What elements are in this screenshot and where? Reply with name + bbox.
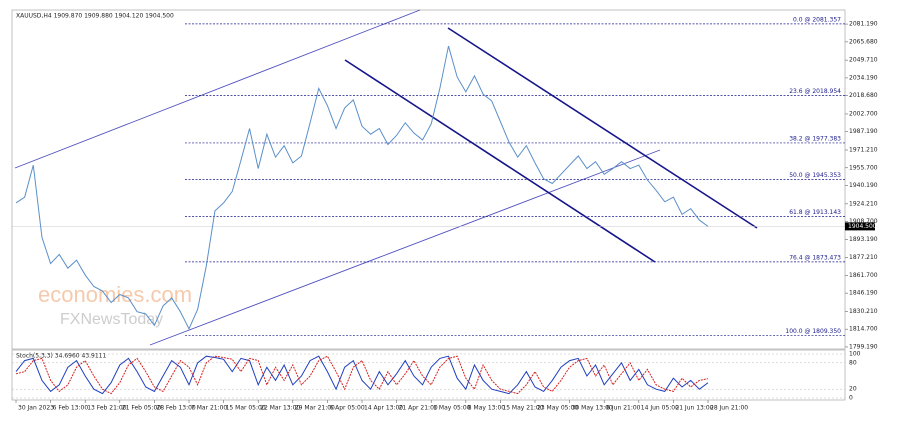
x-tick-label: 28 Feb 13:00 [156, 405, 196, 412]
y-tick-label: 1955.700 [849, 164, 878, 171]
x-tick-label: 30 May 13:00 [572, 405, 613, 412]
x-tick-label: 21 Feb 05:00 [122, 405, 162, 412]
trend-line [14, 9, 421, 169]
indicator-title: Stoch(5,3,3) 34.6960 43.9111 [16, 353, 107, 360]
y-tick-label: 1893.190 [849, 236, 878, 243]
y-tick-label: 1861.700 [849, 272, 878, 279]
trend-line [149, 149, 661, 346]
y-tick-label: 1877.210 [849, 254, 878, 261]
indicator-tick-label: 80 [849, 359, 857, 366]
indicator-panel [11, 349, 846, 401]
x-tick-label: 14 Apr 13:00 [364, 405, 403, 412]
fib-label: 23.6 @ 2018.954 [789, 88, 841, 95]
price-line-series [15, 355, 709, 395]
x-tick-label: 15 May 21:00 [502, 405, 543, 412]
x-tick-label: 29 Mar 21:00 [295, 405, 335, 412]
y-tick-label: 1830.210 [849, 308, 878, 315]
x-tick-label: 1 May 05:00 [433, 405, 471, 412]
y-tick-label: 2018.680 [849, 92, 878, 99]
fib-label: 38.2 @ 1977.383 [789, 135, 841, 142]
trend-line [344, 59, 656, 263]
y-tick-label: 2034.190 [849, 74, 878, 81]
indicator-tick-label: 20 [849, 386, 857, 393]
y-tick-label: 2002.700 [849, 110, 878, 117]
x-tick-label: 21 Jun 13:00 [675, 405, 713, 412]
x-tick-label: 15 Mar 05:00 [226, 405, 266, 412]
y-tick-label: 1971.210 [849, 147, 878, 154]
x-tick-label: 6 Feb 13:00 [53, 405, 89, 412]
chart-title: XAUUSD,H4 1909.870 1909.880 1904.120 190… [16, 13, 174, 20]
y-tick-label: 2081.190 [849, 21, 878, 28]
x-tick-label: 14 Jun 05:00 [641, 405, 679, 412]
price-line-series [15, 45, 709, 331]
fib-label: 61.8 @ 1913.143 [789, 209, 841, 216]
y-tick-label: 1987.190 [849, 128, 878, 135]
y-tick-label: 2065.680 [849, 38, 878, 45]
fib-label: 76.4 @ 1873.473 [789, 254, 841, 261]
y-tick-label: 1940.190 [849, 182, 878, 189]
watermark: economies.com [38, 282, 192, 307]
x-tick-label: 23 May 05:00 [537, 405, 578, 412]
y-tick-label: 1799.190 [849, 343, 878, 350]
x-tick-label: 6 Jun 21:00 [606, 405, 640, 412]
main-panel [11, 9, 846, 350]
x-tick-label: 7 Mar 21:00 [191, 405, 227, 412]
indicator-tick-label: 100 [849, 351, 861, 358]
y-tick-label: 1846.190 [849, 290, 878, 297]
fib-label: 50.0 @ 1945.353 [789, 172, 841, 179]
x-tick-label: 6 Apr 05:00 [329, 405, 364, 412]
price-line-series [15, 355, 709, 395]
x-tick-label: 21 Apr 21:00 [399, 405, 438, 412]
price-label: 1904.500 [848, 223, 877, 230]
price-box [845, 222, 875, 231]
y-tick-label: 1924.210 [849, 200, 878, 207]
y-tick-label: 1908.700 [849, 218, 878, 225]
x-tick-label: 13 Feb 21:00 [87, 405, 127, 412]
x-tick-label: 30 Jan 2023 [18, 405, 54, 412]
fib-label: 0.0 @ 2081.357 [793, 16, 841, 23]
y-tick-label: 1814.700 [849, 326, 878, 333]
fib-label: 100.0 @ 1809.350 [785, 328, 841, 335]
x-tick-label: 8 May 13:00 [468, 405, 506, 412]
indicator-tick-label: 0 [849, 395, 853, 402]
watermark: FXNewsToday [60, 311, 163, 328]
x-tick-label: 28 Jun 21:00 [710, 405, 748, 412]
y-tick-label: 2049.710 [849, 57, 878, 64]
trend-line [447, 27, 758, 229]
x-tick-label: 22 Mar 13:00 [260, 405, 300, 412]
